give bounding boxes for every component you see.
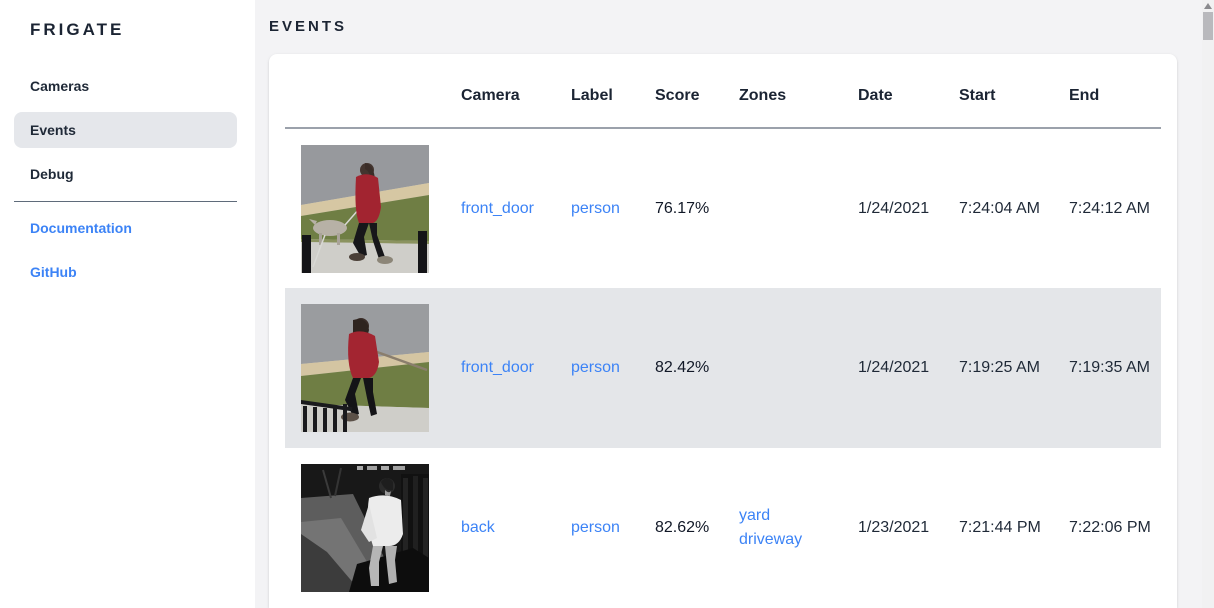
label-link[interactable]: person (571, 199, 620, 217)
column-header-end: End (1053, 54, 1161, 129)
event-row[interactable]: front_door person 76.17% 1/24/2021 7:24:… (285, 128, 1161, 288)
column-header-camera: Camera (445, 54, 555, 129)
events-card: Camera Label Score Zones Date Start End (269, 54, 1177, 608)
app-logo: FRIGATE (30, 20, 125, 39)
table-header-row: Camera Label Score Zones Date Start End (285, 54, 1161, 129)
start-value: 7:19:25 AM (959, 359, 1040, 376)
label-link[interactable]: person (571, 359, 620, 376)
main-content: EVENTS Camera Label Score Zones Date Sta… (255, 0, 1214, 608)
start-value: 7:24:04 AM (959, 199, 1040, 217)
score-value: 82.42% (655, 359, 710, 376)
scrollbar-up-arrow-icon[interactable] (1204, 3, 1212, 9)
end-value: 7:22:06 PM (1069, 519, 1151, 536)
sidebar-item-cameras[interactable]: Cameras (30, 78, 90, 94)
date-value: 1/24/2021 (858, 199, 930, 217)
sidebar-item-events[interactable]: Events (14, 112, 237, 148)
event-row[interactable]: back person 82.62% yard driveway 1/23/20… (285, 448, 1161, 608)
label-link[interactable]: person (571, 519, 620, 536)
zones-cell (723, 288, 842, 448)
event-thumbnail[interactable] (301, 464, 429, 592)
event-thumbnail[interactable] (301, 144, 429, 273)
page-scrollbar[interactable] (1202, 0, 1214, 608)
sidebar: FRIGATE Cameras Events Debug Documentati… (0, 0, 255, 608)
camera-link[interactable]: front_door (461, 359, 534, 376)
zones-cell (723, 128, 842, 288)
event-thumbnail[interactable] (301, 304, 429, 432)
column-header-thumbnail (285, 54, 445, 129)
column-header-score: Score (639, 54, 723, 129)
camera-link[interactable]: back (461, 519, 495, 536)
column-header-zones: Zones (723, 54, 842, 129)
score-value: 82.62% (655, 519, 710, 536)
sidebar-link-github[interactable]: GitHub (30, 264, 77, 280)
scrollbar-thumb[interactable] (1203, 12, 1213, 40)
event-row[interactable]: front_door person 82.42% 1/24/2021 7:19:… (285, 288, 1161, 448)
events-table: Camera Label Score Zones Date Start End (285, 54, 1161, 608)
date-value: 1/24/2021 (858, 359, 930, 376)
zone-link[interactable]: yard (739, 507, 771, 524)
sidebar-item-debug[interactable]: Debug (30, 166, 74, 182)
end-value: 7:19:35 AM (1069, 359, 1150, 376)
date-value: 1/23/2021 (858, 519, 930, 536)
zone-link[interactable]: driveway (739, 531, 803, 548)
score-value: 76.17% (655, 199, 710, 217)
column-header-label: Label (555, 54, 639, 129)
page-title: EVENTS (269, 18, 348, 35)
start-value: 7:21:44 PM (959, 519, 1041, 536)
sidebar-link-documentation[interactable]: Documentation (30, 220, 132, 236)
end-value: 7:24:12 AM (1069, 199, 1150, 217)
column-header-date: Date (842, 54, 943, 129)
camera-link[interactable]: front_door (461, 199, 534, 217)
sidebar-divider (14, 201, 237, 202)
sidebar-nav: Cameras Events Debug Documentation GitHu… (0, 68, 255, 290)
column-header-start: Start (943, 54, 1053, 129)
